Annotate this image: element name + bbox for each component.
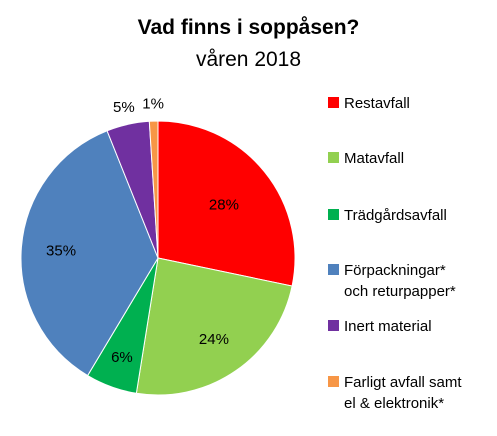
legend-label-farligt-avfall-samt: Farligt avfall samt el & elektronik* [344,374,462,412]
pie-slice-matavfall [135,257,293,396]
data-label-forpackningar: 35% [46,242,76,259]
data-label-matavfall: 24% [199,331,229,348]
pie-slice-restavfall [157,120,296,287]
legend-label-matavfall: Matavfall [344,150,404,167]
legend: Restavfall Matavfall Trädgårdsavfall Förpac… [328,95,462,412]
legend-swatch-farligt-avfall-samt [328,376,339,387]
legend-label-restavfall: Restavfall [344,95,410,112]
data-label-tradgardsavfall: 6% [111,349,133,366]
data-label-inert-material: 5% [113,99,135,116]
legend-label-tradgardsavfall: Trädgårdsavfall [344,207,447,224]
legend-swatch-restavfall [328,97,339,108]
legend-swatch-tradgardsavfall [328,209,339,220]
pie-slice-forpackningar [20,130,159,377]
legend-swatch-forpackningar [328,264,339,275]
pie-slice-farligt-avfall-samt [148,120,159,259]
legend-swatch-matavfall [328,152,339,163]
legend-label-forpackningar: Förpackningar* och returpapper* [344,262,456,300]
chart-subtitle: våren 2018 [195,48,302,71]
legend-label-inert-material: Inert material [344,318,432,335]
data-label-restavfall: 28% [209,196,239,213]
chart-title: Vad finns i soppåsen? [137,16,360,39]
data-label-farligt-avfall-samt: 1% [142,95,164,112]
legend-swatch-inert-material [328,320,339,331]
pie-slices [20,120,296,396]
pie-value-labels: 28% 24% 6% 35% 5% 1% [46,95,239,366]
